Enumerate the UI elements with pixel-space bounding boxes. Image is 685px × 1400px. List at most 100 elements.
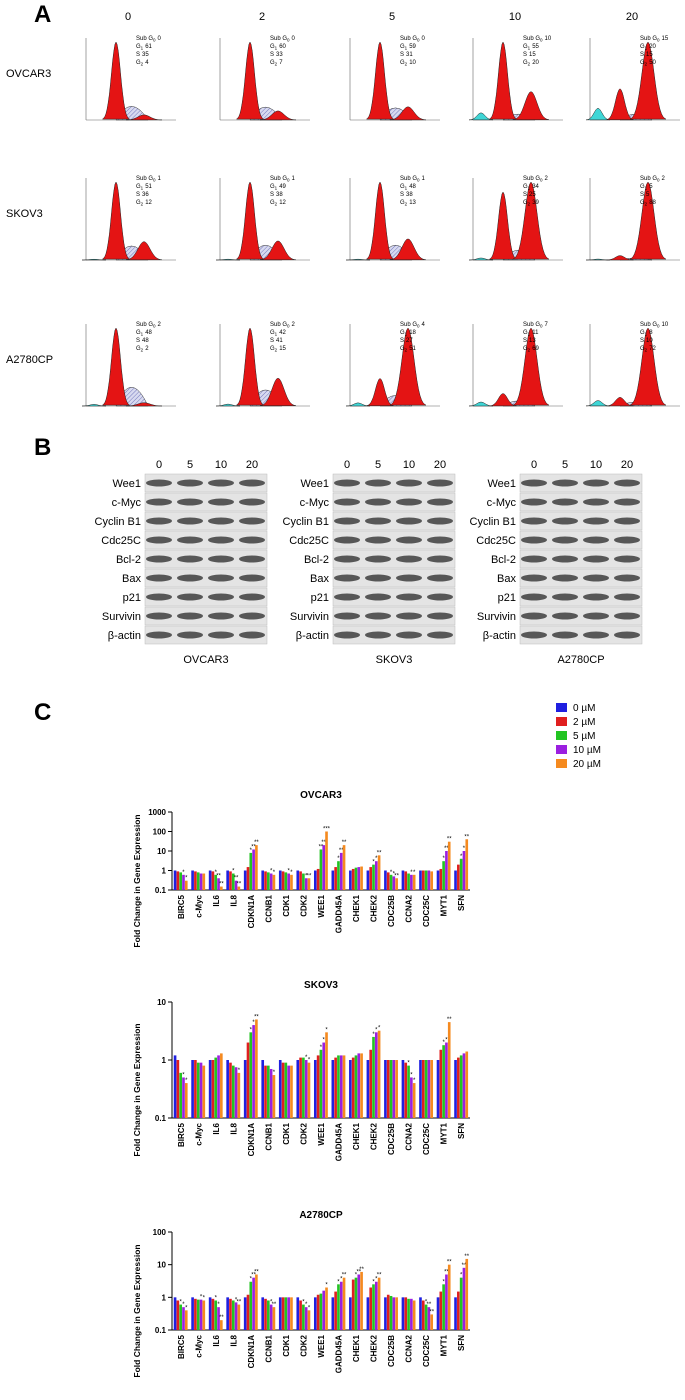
phase-label: G bbox=[136, 330, 141, 336]
bar bbox=[296, 870, 300, 890]
band bbox=[521, 536, 547, 544]
bar bbox=[196, 872, 200, 890]
bar bbox=[264, 1298, 267, 1330]
bar bbox=[419, 1297, 422, 1330]
lane-label: 10 bbox=[215, 459, 227, 471]
phase-value: 38 bbox=[406, 192, 413, 198]
band bbox=[177, 517, 203, 525]
significance: ** bbox=[462, 1263, 467, 1269]
protein-label: Wee1 bbox=[300, 478, 329, 490]
phase-sub: 2 bbox=[405, 62, 408, 67]
phase-label: G bbox=[136, 200, 141, 206]
phase-annotation: G1 48 bbox=[400, 184, 417, 191]
phase-annotation: G1 55 bbox=[523, 44, 540, 51]
bar bbox=[217, 878, 220, 890]
protein-label: β-actin bbox=[108, 630, 141, 642]
phase-sub: 1 bbox=[275, 46, 278, 51]
x-tick-label: GADD45A bbox=[335, 1335, 344, 1373]
phase-label: S bbox=[136, 52, 140, 58]
legend-label: 20 µM bbox=[573, 759, 601, 770]
blot-strip bbox=[332, 549, 456, 569]
significance: * bbox=[305, 873, 308, 879]
phase-value: 0 bbox=[422, 36, 426, 42]
band bbox=[583, 517, 609, 525]
phase-label: G bbox=[270, 200, 275, 206]
phase-value: 50 bbox=[649, 60, 656, 66]
row-label: A2780CP bbox=[6, 354, 53, 366]
band bbox=[427, 574, 453, 582]
bar bbox=[304, 1060, 308, 1118]
significance: * bbox=[273, 1070, 276, 1076]
phase-value: 41 bbox=[276, 338, 283, 344]
hist-subg0 bbox=[346, 258, 370, 261]
phase-value: 2 bbox=[158, 322, 162, 328]
bar bbox=[278, 870, 282, 890]
row-label: OVCAR3 bbox=[6, 68, 51, 80]
significance: * bbox=[410, 1072, 413, 1078]
band bbox=[239, 631, 265, 639]
phase-sub: 2 bbox=[275, 62, 278, 67]
phase-sub: 0 bbox=[540, 38, 543, 43]
protein-label: Wee1 bbox=[487, 478, 516, 490]
phase-label: G bbox=[270, 330, 275, 336]
bar bbox=[342, 1055, 346, 1118]
protein-label: β-actin bbox=[296, 630, 329, 642]
phase-sub: 2 bbox=[528, 202, 531, 207]
significance: ** bbox=[234, 876, 239, 882]
y-tick-label: 1 bbox=[162, 1293, 167, 1302]
bar bbox=[226, 1297, 229, 1330]
phase-annotation: G1 60 bbox=[270, 44, 287, 51]
band bbox=[552, 631, 578, 639]
phase-value: 48 bbox=[409, 184, 416, 190]
significance: * bbox=[250, 1027, 253, 1033]
hist-subg0 bbox=[586, 400, 610, 407]
phase-annotation: G1 48 bbox=[136, 330, 153, 337]
blot-strip bbox=[144, 511, 268, 531]
blot-strip bbox=[519, 568, 643, 588]
hist-g2 bbox=[389, 106, 427, 121]
band bbox=[427, 612, 453, 620]
bar bbox=[272, 1307, 276, 1330]
phase-label: G bbox=[400, 330, 405, 336]
phase-sub: 1 bbox=[275, 186, 278, 191]
significance: ** bbox=[464, 1254, 469, 1260]
y-tick-label: 10 bbox=[157, 998, 166, 1007]
band bbox=[239, 479, 265, 487]
blot-strip bbox=[519, 606, 643, 626]
bar bbox=[255, 1274, 258, 1330]
phase-sub: 0 bbox=[657, 324, 660, 329]
significance: * bbox=[235, 1297, 238, 1303]
significance: * bbox=[215, 1295, 218, 1301]
bar bbox=[313, 870, 317, 890]
x-tick-label: BIRC5 bbox=[177, 1334, 186, 1359]
bar bbox=[173, 870, 177, 890]
protein-label: Wee1 bbox=[112, 478, 141, 490]
significance: * bbox=[182, 870, 185, 876]
band bbox=[427, 593, 453, 601]
band bbox=[208, 536, 234, 544]
band bbox=[146, 536, 172, 544]
x-tick-label: CCNB1 bbox=[264, 894, 273, 922]
column-header: 20 bbox=[626, 11, 638, 23]
bar bbox=[374, 861, 378, 890]
x-tick-label: CDKN1A bbox=[247, 1335, 256, 1369]
significance: ** bbox=[216, 873, 221, 879]
phase-value: 33 bbox=[276, 52, 283, 58]
bar bbox=[243, 1297, 247, 1330]
bar bbox=[339, 1281, 343, 1330]
band bbox=[521, 555, 547, 563]
bar bbox=[459, 1055, 463, 1118]
phase-sub: 2 bbox=[141, 348, 144, 353]
blot-strip bbox=[519, 492, 643, 512]
hist-g1 bbox=[101, 327, 131, 406]
phase-value: 25 bbox=[529, 192, 536, 198]
significance: ** bbox=[254, 840, 259, 846]
band bbox=[208, 574, 234, 582]
x-tick-label: SFN bbox=[457, 895, 466, 911]
x-tick-label: IL8 bbox=[229, 1334, 238, 1346]
y-axis-label: Fold Change in Gene Expression bbox=[132, 1244, 142, 1377]
bar bbox=[261, 870, 265, 890]
hist-g1 bbox=[488, 41, 518, 120]
y-tick-label: 1 bbox=[162, 867, 167, 876]
phase-sub: 2 bbox=[275, 348, 278, 353]
